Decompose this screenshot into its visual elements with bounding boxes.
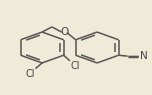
Text: O: O (60, 27, 69, 37)
Text: Cl: Cl (71, 61, 80, 72)
Text: N: N (140, 51, 147, 61)
Text: Cl: Cl (25, 69, 35, 79)
